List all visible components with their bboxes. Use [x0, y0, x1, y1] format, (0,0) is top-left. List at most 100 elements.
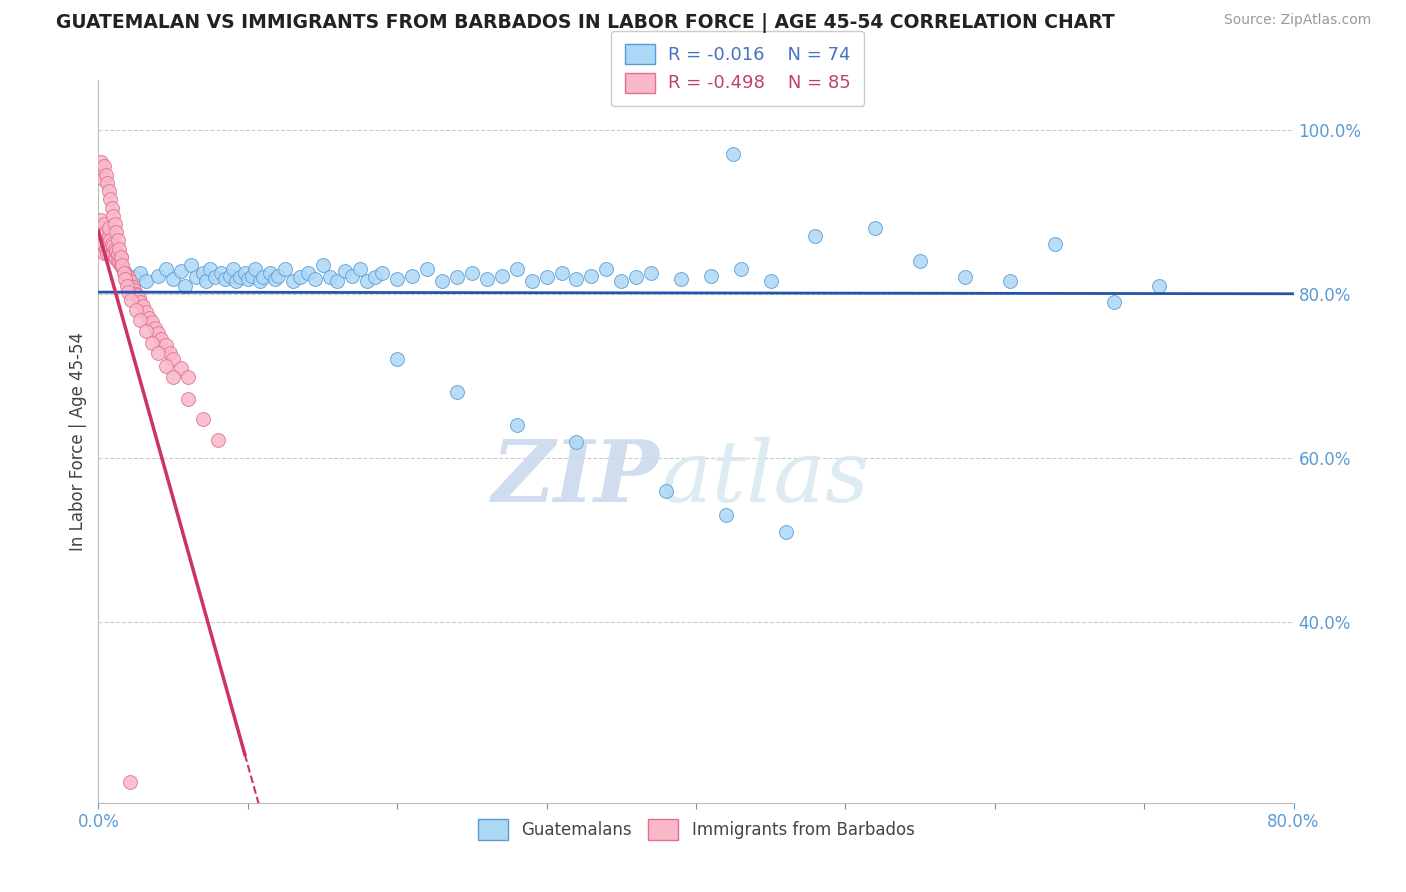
Point [184, 270, 207, 285]
Point [108, 255, 131, 269]
Point [669, 272, 692, 286]
Point [114, 266, 136, 280]
Point [120, 293, 142, 308]
Point [174, 278, 197, 293]
Point [240, 268, 263, 283]
Point [865, 221, 887, 235]
Point [953, 270, 976, 285]
Point [356, 275, 378, 289]
Point [177, 370, 200, 384]
Point [759, 275, 782, 289]
Point [225, 275, 247, 289]
Point [236, 272, 259, 286]
Point [94, 233, 117, 247]
Point [714, 508, 737, 523]
Point [908, 253, 931, 268]
Point [125, 303, 148, 318]
Point [93, 245, 115, 260]
Point [195, 275, 218, 289]
Point [101, 237, 124, 252]
Point [640, 266, 662, 280]
Point [191, 266, 214, 280]
Point [98, 233, 122, 247]
Point [475, 272, 498, 286]
Point [118, 275, 141, 289]
Point [98, 242, 122, 256]
Point [581, 268, 603, 283]
Point [141, 336, 163, 351]
Point [730, 262, 752, 277]
Point [155, 359, 177, 373]
Point [129, 295, 152, 310]
Point [97, 221, 120, 235]
Point [96, 245, 118, 260]
Point [108, 242, 131, 256]
Point [124, 283, 146, 297]
Point [115, 278, 138, 293]
Point [723, 147, 745, 161]
Point [209, 266, 232, 280]
Point [93, 160, 115, 174]
Point [349, 262, 371, 277]
Point [536, 270, 558, 285]
Point [90, 229, 112, 244]
Point [304, 272, 326, 286]
Point [96, 176, 118, 190]
Point [112, 264, 135, 278]
Point [155, 262, 177, 277]
Point [804, 229, 827, 244]
Point [207, 433, 229, 447]
Point [90, 212, 112, 227]
Point [115, 268, 138, 283]
Point [135, 324, 157, 338]
Point [249, 275, 271, 289]
Point [219, 268, 242, 283]
Point [141, 316, 163, 330]
Point [117, 285, 139, 299]
Point [342, 268, 364, 283]
Point [120, 278, 142, 293]
Point [117, 270, 139, 285]
Point [281, 275, 304, 289]
Point [104, 250, 127, 264]
Point [105, 225, 128, 239]
Point [263, 272, 285, 286]
Point [274, 262, 297, 277]
Point [162, 370, 184, 384]
Point [94, 242, 117, 256]
Point [103, 209, 125, 223]
Point [311, 258, 333, 272]
Point [118, 775, 141, 789]
Point [998, 275, 1021, 289]
Point [655, 483, 678, 498]
Point [214, 272, 236, 286]
Point [319, 270, 342, 285]
Point [775, 524, 797, 539]
Point [520, 275, 543, 289]
Point [107, 247, 129, 261]
Point [121, 280, 143, 294]
Point [169, 360, 191, 375]
Point [135, 305, 157, 319]
Point [110, 250, 132, 264]
Point [506, 418, 529, 433]
Point [506, 262, 529, 277]
Point [385, 272, 409, 286]
Point [94, 168, 117, 182]
Point [114, 272, 136, 286]
Point [371, 266, 394, 280]
Point [430, 275, 453, 289]
Point [169, 264, 191, 278]
Point [101, 201, 124, 215]
Point [252, 270, 274, 285]
Point [148, 346, 170, 360]
Point [111, 260, 134, 275]
Point [610, 275, 633, 289]
Point [200, 262, 222, 277]
Text: ZIP: ZIP [492, 436, 661, 519]
Point [288, 270, 311, 285]
Legend: Guatemalans, Immigrants from Barbados: Guatemalans, Immigrants from Barbados [471, 813, 921, 847]
Point [1104, 295, 1126, 310]
Point [159, 346, 181, 360]
Point [491, 268, 513, 283]
